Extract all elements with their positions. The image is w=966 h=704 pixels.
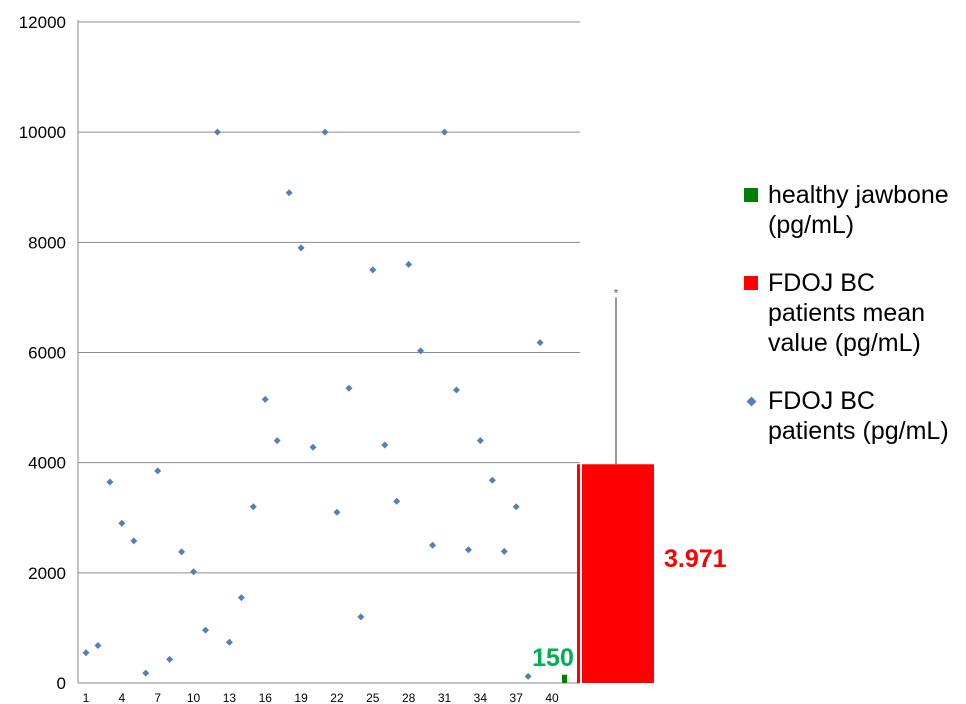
bars: [562, 297, 654, 683]
legend-label-healthy-jawbone: healthy jawbone (pg/mL): [768, 181, 949, 239]
x-tick-label: 40: [545, 691, 559, 704]
scatter-point: [142, 669, 150, 677]
scatter-point: [178, 548, 186, 556]
scatter-point: [393, 497, 401, 505]
scatter-point: [285, 189, 293, 197]
scatter-point: [405, 260, 413, 268]
x-tick-label: 31: [438, 691, 452, 704]
y-tick-label: 2000: [28, 564, 66, 583]
scatter-point: [333, 508, 341, 516]
scatter-points: [82, 128, 544, 680]
y-tick-label: 8000: [28, 233, 66, 252]
scatter-point: [82, 649, 90, 657]
x-tick-label: 16: [259, 691, 273, 704]
data-label-mean-value: 3.971: [664, 545, 727, 573]
scatter-point: [345, 384, 353, 392]
scatter-point: [381, 441, 389, 449]
legend-item-patients: FDOJ BC patients (pg/mL): [742, 386, 966, 446]
scatter-point: [249, 503, 257, 511]
scatter-point: [225, 638, 233, 646]
scatter-point: [106, 478, 114, 486]
y-tick-label: 12000: [19, 13, 66, 32]
scatter-point: [476, 437, 484, 445]
scatter-point: [512, 503, 520, 511]
y-tick-label: 4000: [28, 454, 66, 473]
y-tick-label: 0: [57, 674, 66, 693]
x-tick-label: 10: [187, 691, 201, 704]
scatter-point: [297, 244, 305, 252]
scatter-point: [309, 443, 317, 451]
scatter-point: [452, 386, 460, 394]
scatter-point: [441, 128, 448, 136]
y-tick-label: 6000: [28, 344, 66, 363]
x-tick-label: 7: [154, 691, 161, 704]
x-tick-label: 19: [294, 691, 308, 704]
x-tick-label: 22: [330, 691, 344, 704]
scatter-point: [118, 519, 126, 527]
scatter-point: [94, 642, 102, 650]
axes: [77, 20, 580, 684]
scatter-point: [237, 594, 245, 602]
legend: healthy jawbone (pg/mL) FDOJ BC patients…: [742, 180, 966, 474]
legend-label-mean-value: FDOJ BC patients mean value (pg/mL): [768, 269, 926, 357]
scatter-point: [321, 128, 329, 136]
scatter-point: [213, 128, 221, 136]
scatter-point: [464, 546, 472, 554]
x-tick-label: 1: [83, 691, 90, 704]
legend-label-patients: FDOJ BC patients (pg/mL): [768, 387, 949, 445]
significance-marker: *: [614, 287, 619, 299]
scatter-point: [166, 655, 174, 663]
scatter-point: [202, 626, 209, 634]
data-labels: 150 3.971 *: [532, 287, 727, 672]
x-tick-label: 37: [510, 691, 524, 704]
x-tick-label: 4: [119, 691, 126, 704]
scatter-point: [417, 347, 425, 355]
legend-item-mean-value: FDOJ BC patients mean value (pg/mL): [742, 268, 966, 358]
scatter-point: [357, 613, 365, 621]
bar-mean-value: [577, 464, 654, 683]
legend-item-healthy-jawbone: healthy jawbone (pg/mL): [742, 180, 966, 240]
scatter-point: [488, 476, 496, 484]
scatter-point: [154, 467, 162, 475]
x-tick-labels: 1 4 7 10 13 16 19 22 25 28 31 34 37 40: [83, 691, 559, 704]
scatter-point: [273, 437, 281, 445]
scatter-point: [536, 339, 544, 347]
gridlines: [78, 21, 580, 574]
scatter-point: [524, 672, 532, 680]
scatter-point: [369, 266, 377, 274]
x-tick-label: 34: [474, 691, 488, 704]
legend-swatch-red: [744, 276, 758, 290]
scatter-point: [500, 547, 508, 555]
legend-swatch-green: [744, 188, 758, 202]
data-label-healthy-jawbone: 150: [532, 644, 574, 672]
x-tick-label: 25: [366, 691, 380, 704]
scatter-point: [261, 395, 269, 403]
scatter-point: [429, 541, 437, 549]
x-tick-label: 28: [402, 691, 416, 704]
scatter-point: [190, 568, 198, 576]
y-tick-label: 10000: [19, 123, 66, 142]
legend-swatch-diamond: [746, 396, 757, 407]
x-tick-label: 13: [223, 691, 237, 704]
scatter-point: [130, 537, 138, 545]
y-tick-labels: 0 2000 4000 6000 8000 10000 12000: [19, 13, 66, 693]
bar-healthy-jawbone: [562, 674, 567, 683]
